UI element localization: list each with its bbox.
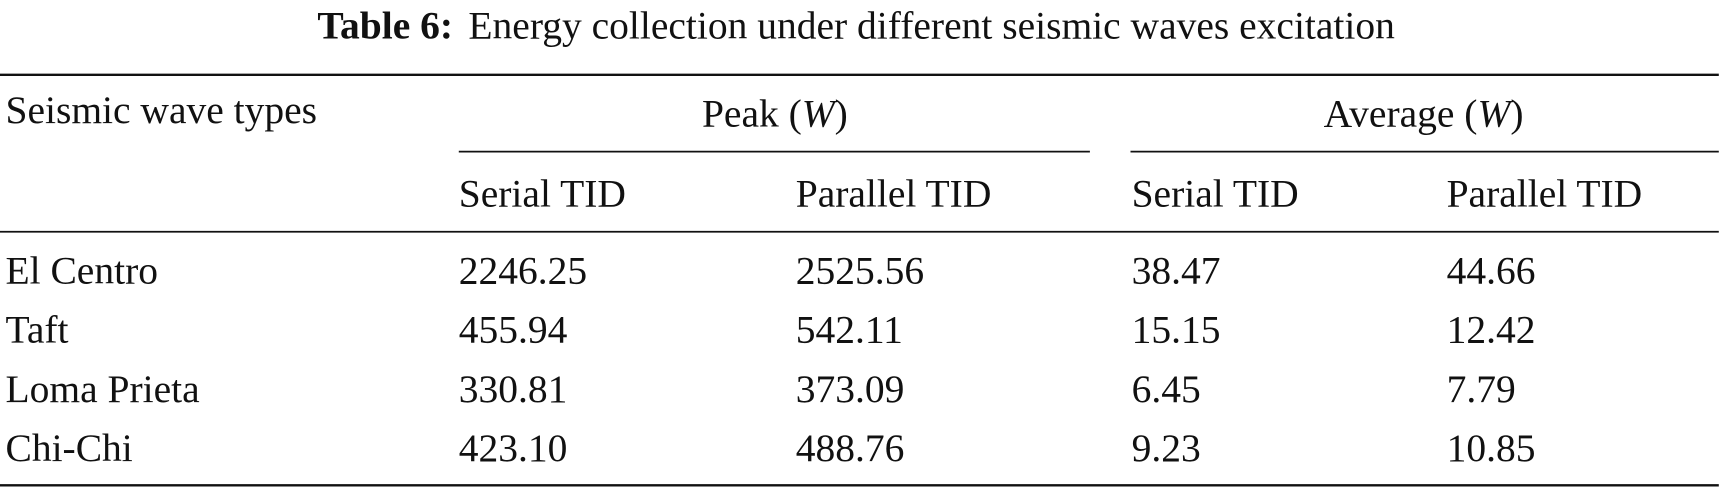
row-label: El Centro [5,248,157,292]
table-caption: Table 6: Energy collection under differen… [317,4,1395,48]
cell: 423.10 [459,426,568,470]
cell: 38.47 [1132,248,1221,292]
group-header-run: Peak ( [702,91,802,135]
group-header-run: ) [1510,91,1523,135]
group-header-run: W [1477,91,1513,135]
group-header-run: Average ( [1324,91,1478,135]
cell: 10.85 [1447,426,1536,470]
cell: 15.15 [1132,308,1221,352]
group-header-run: ) [835,91,848,135]
row-label: Chi-Chi [5,426,132,470]
cell: 12.42 [1447,308,1536,352]
cell: 488.76 [796,426,905,470]
cell: 330.81 [459,367,568,411]
column-header: Parallel TID [1447,171,1643,215]
row-header: Seismic wave types [5,88,317,132]
group-header-run: W [802,91,838,135]
cell: 2246.25 [459,248,587,292]
cell: 6.45 [1132,367,1201,411]
cell: 9.23 [1132,426,1201,470]
row-label: Taft [5,308,68,352]
row-label: Loma Prieta [5,367,199,411]
column-header: Serial TID [459,171,626,215]
cell: 44.66 [1447,248,1536,292]
caption-label: Table 6: [317,4,453,48]
caption-text: Energy collection under different seismi… [468,4,1395,48]
column-header: Parallel TID [796,171,992,215]
cell: 2525.56 [796,248,924,292]
cell: 373.09 [796,367,905,411]
group-header: Average (W) [1324,91,1524,135]
group-header: Peak (W) [702,91,848,135]
cell: 542.11 [796,308,903,352]
cell: 7.79 [1447,367,1516,411]
cell: 455.94 [459,308,568,352]
column-header: Serial TID [1132,171,1299,215]
